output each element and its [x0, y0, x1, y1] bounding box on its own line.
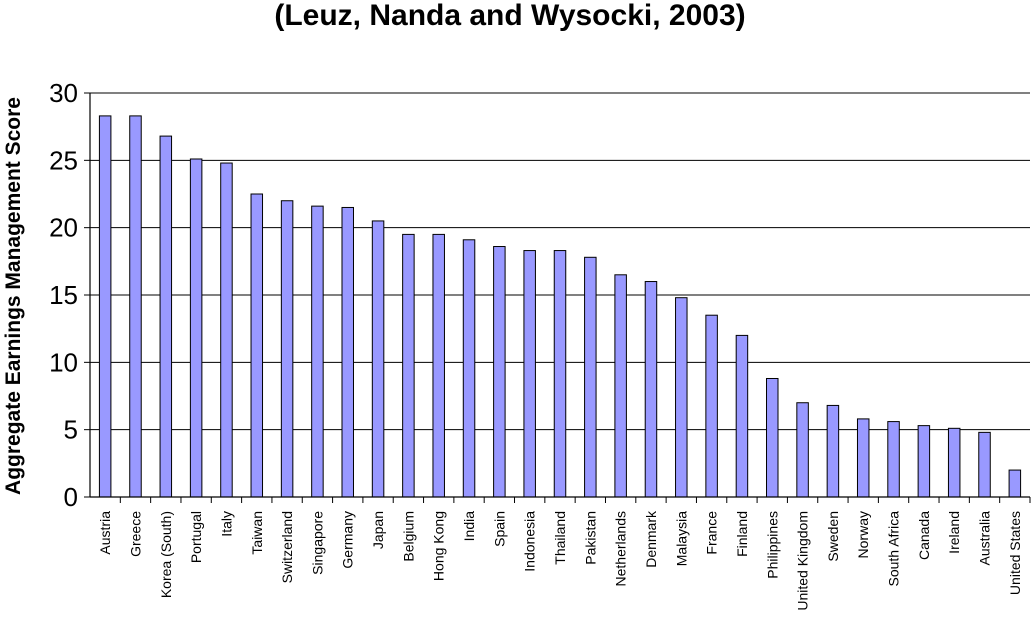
bar [796, 402, 809, 498]
x-tick-label: Taiwan [249, 511, 265, 555]
bar [826, 404, 840, 498]
bar [735, 334, 749, 498]
x-tick-label: Austria [97, 511, 113, 555]
x-tick-label: Belgium [400, 511, 416, 562]
x-tick-label: South Africa [886, 511, 902, 587]
bar [1008, 469, 1022, 498]
y-tick-label: 25 [49, 145, 78, 175]
x-tick-labels: Austria Greece Korea (South) Portugal Italy T… [97, 510, 1023, 611]
x-tick-label: Norway [855, 511, 871, 558]
bar [947, 427, 961, 498]
x-tick-label: Switzerland [279, 511, 295, 583]
x-tick-label: Malaysia [673, 511, 689, 566]
bar [523, 250, 536, 498]
x-tick-label: India [461, 511, 477, 542]
x-tick-label: Italy [218, 511, 234, 537]
bar [675, 297, 688, 498]
y-tick-label: 5 [64, 415, 78, 445]
x-tick-label: Australia [977, 511, 993, 566]
bar [189, 158, 203, 498]
bar [553, 250, 567, 498]
y-tick-label: 10 [49, 347, 78, 377]
x-tick-label: Singapore [309, 511, 325, 575]
bar [402, 233, 415, 498]
bar [220, 162, 233, 498]
bar [371, 220, 385, 498]
x-tick-label: Thailand [552, 511, 568, 565]
x-tick-label: Japan [370, 511, 386, 549]
bar [432, 233, 445, 498]
bar [978, 431, 991, 498]
x-tick-label: Philippines [764, 511, 780, 579]
x-tick-label: Canada [916, 511, 932, 560]
x-tick-label: Indonesia [522, 511, 538, 572]
x-tick-label: Greece [127, 511, 143, 557]
x-tick-label: United States [1007, 511, 1023, 595]
x-tick-label: France [704, 511, 720, 555]
bar [644, 281, 658, 498]
bar [584, 256, 597, 498]
bar [856, 418, 870, 498]
bar [887, 421, 900, 498]
bar [250, 193, 264, 498]
x-tick-label: Portugal [188, 511, 204, 563]
y-tick-label: 0 [64, 482, 78, 512]
bar [311, 205, 324, 498]
bar [159, 135, 173, 498]
x-tick-label: Sweden [825, 511, 841, 562]
bar [462, 239, 476, 498]
x-tick-label: Pakistan [582, 511, 598, 565]
x-tick-label: Finland [734, 511, 750, 557]
y-tick-label: 15 [49, 280, 78, 310]
bar [98, 115, 112, 498]
y-tick-label: 20 [49, 213, 78, 243]
x-tick-label: Netherlands [613, 511, 629, 587]
bar [917, 425, 931, 498]
chart-title: (Leuz, Nanda and Wysocki, 2003) [274, 0, 745, 32]
bar [705, 314, 718, 498]
x-tick-label: Germany [340, 511, 356, 569]
x-tick-label: Denmark [643, 510, 659, 568]
y-tick-label: 30 [49, 78, 78, 108]
y-tick-labels: 0 5 10 15 20 25 30 [49, 78, 78, 512]
x-tick-label: Spain [491, 511, 507, 547]
x-tick-label: Ireland [946, 511, 962, 554]
x-tick-label: Korea (South) [158, 511, 174, 598]
x-tick-label: Hong Kong [431, 511, 447, 581]
x-tick-label: United Kingdom [795, 511, 811, 611]
bars [98, 115, 1022, 498]
bar [341, 206, 354, 498]
bar [493, 246, 506, 498]
bar [614, 274, 627, 498]
y-axis-label: Aggregate Earnings Management Score [2, 97, 25, 495]
bar [766, 377, 779, 498]
axes [84, 92, 1031, 503]
bar [129, 115, 142, 498]
bar [280, 200, 294, 498]
